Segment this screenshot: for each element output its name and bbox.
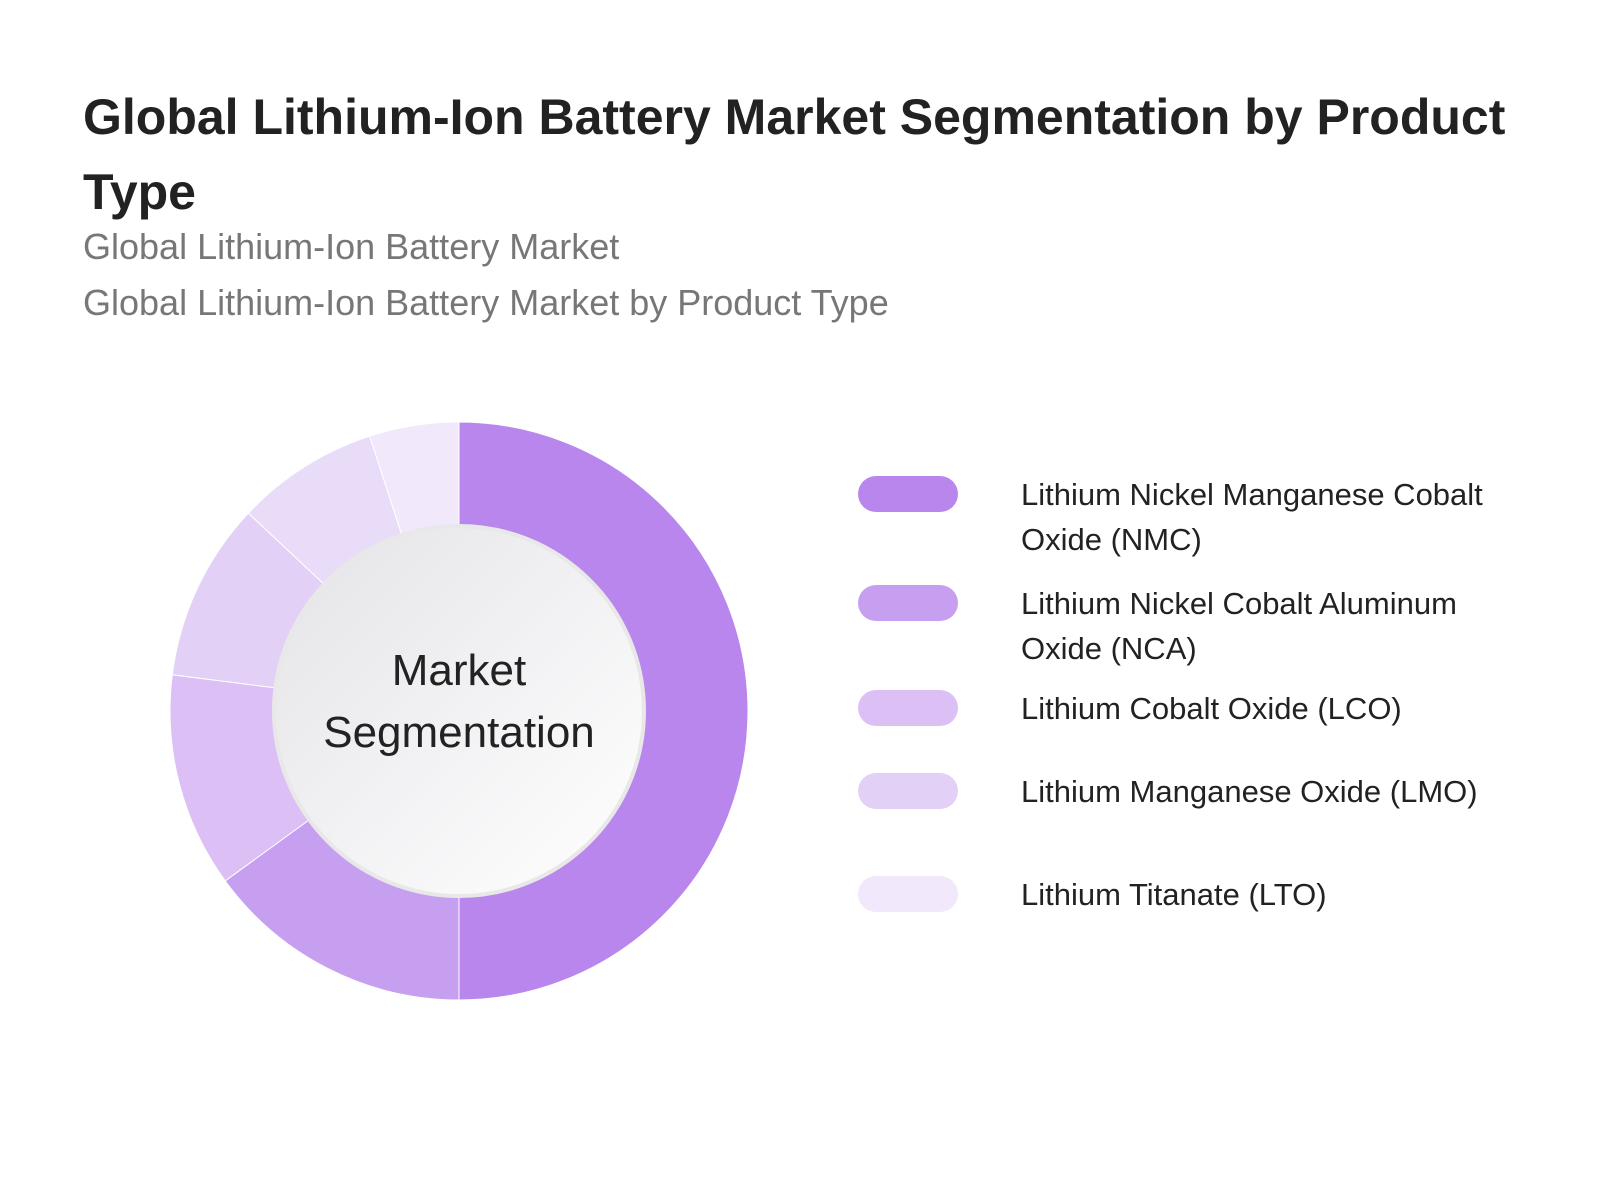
chart-title: Global Lithium-Ion Battery Market Segmen… xyxy=(83,89,1506,220)
legend-label: Lithium Nickel Cobalt Aluminum Oxide (NC… xyxy=(1021,586,1457,666)
legend-label: Lithium Manganese Oxide (LMO) xyxy=(1021,774,1478,809)
legend-label: Lithium Titanate (LTO) xyxy=(1021,877,1327,912)
center-disc xyxy=(272,524,646,898)
legend-swatch xyxy=(858,773,958,809)
center-label: Market Segmentation xyxy=(323,646,595,757)
legend-label: Lithium Cobalt Oxide (LCO) xyxy=(1021,691,1402,726)
subtitle: Global Lithium-Ion Battery Market by Pro… xyxy=(83,282,889,323)
legend-swatch xyxy=(858,476,958,512)
subtitle: Global Lithium-Ion Battery Market xyxy=(83,226,620,267)
legend-swatch xyxy=(858,876,958,912)
legend-label: Lithium Nickel Manganese Cobalt Oxide (N… xyxy=(1021,477,1483,557)
legend-swatch xyxy=(858,690,958,726)
legend-swatch xyxy=(858,585,958,621)
